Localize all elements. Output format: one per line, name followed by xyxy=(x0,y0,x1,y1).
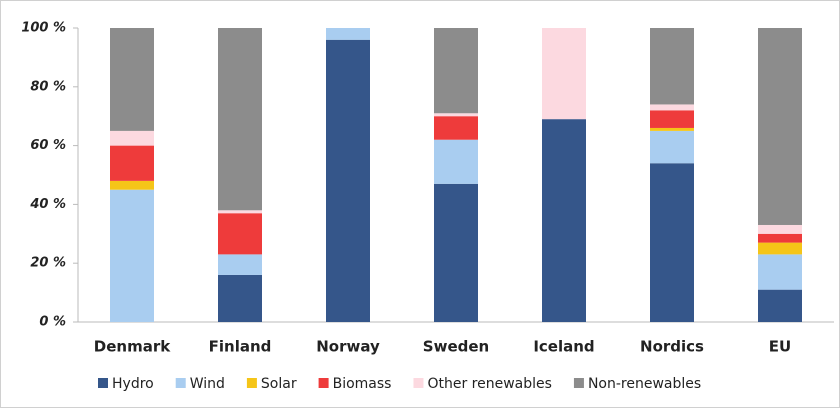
bar-segment xyxy=(650,163,694,322)
bar-segment xyxy=(758,233,802,243)
bar-segment xyxy=(110,130,154,146)
bar-segment xyxy=(650,110,694,128)
y-tick-label: 60 % xyxy=(30,138,66,153)
bar-segment xyxy=(218,213,262,255)
x-tick-label: Norway xyxy=(316,338,380,356)
bar-segment xyxy=(650,130,694,164)
bar-segment xyxy=(218,210,262,214)
x-tick-label: Nordics xyxy=(640,338,704,356)
x-tick-label: Iceland xyxy=(533,338,594,356)
legend-swatch xyxy=(175,378,186,388)
legend-label: Solar xyxy=(261,376,297,392)
legend-label: Biomass xyxy=(333,376,392,392)
bar-segment xyxy=(110,28,154,131)
legend-swatch xyxy=(246,378,257,388)
legend-label: Non-renewables xyxy=(588,376,701,392)
bar-segment xyxy=(650,28,694,105)
legend-swatch xyxy=(573,378,584,388)
bar-segment xyxy=(434,116,478,140)
bar-segment xyxy=(434,183,478,322)
x-tick-label: Finland xyxy=(209,338,272,356)
bar-segment xyxy=(542,119,586,322)
y-tick-label: 20 % xyxy=(30,256,66,271)
legend-swatch xyxy=(318,378,329,388)
legend-label: Other renewables xyxy=(427,376,551,392)
legend-swatch xyxy=(98,378,108,388)
bar-segment xyxy=(110,145,154,181)
bar-segment xyxy=(218,28,262,211)
y-tick-label: 40 % xyxy=(29,197,66,212)
bar-segment xyxy=(218,254,262,275)
bar-segment xyxy=(434,28,478,114)
bar-segment xyxy=(542,28,586,120)
bar-segment xyxy=(758,28,802,225)
bar-segment xyxy=(434,139,478,184)
bar-segment xyxy=(758,242,802,255)
x-tick-label: EU xyxy=(769,338,791,356)
bar-segment xyxy=(758,254,802,290)
y-tick-label: 0 % xyxy=(39,315,66,330)
bar-segment xyxy=(650,104,694,111)
x-tick-label: Denmark xyxy=(94,338,171,356)
legend-swatch xyxy=(413,378,424,388)
bar-segment xyxy=(218,274,262,322)
legend-label: Wind xyxy=(190,376,225,392)
y-tick-label: 80 % xyxy=(30,79,66,94)
bar-segment xyxy=(758,289,802,322)
bar-segment xyxy=(110,180,154,190)
bar-segment xyxy=(326,28,370,40)
legend-label: Hydro xyxy=(112,376,154,392)
bar-segment xyxy=(650,127,694,131)
bar-segment xyxy=(110,189,154,322)
x-tick-label: Sweden xyxy=(423,338,489,356)
bar-segment xyxy=(326,39,370,322)
bar-segment xyxy=(434,113,478,117)
bar-segment xyxy=(758,224,802,234)
y-tick-label: 100 % xyxy=(21,21,66,36)
